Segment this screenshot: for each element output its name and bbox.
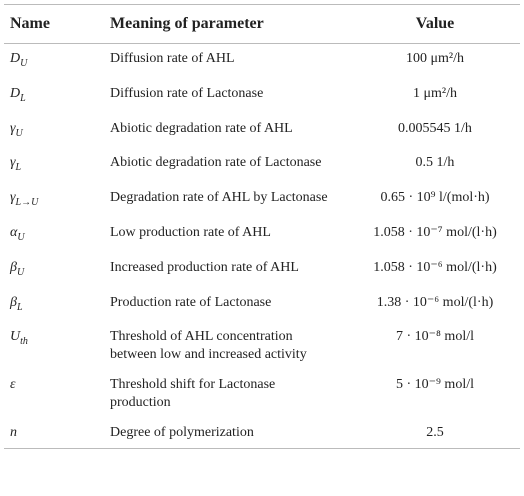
table-row: γL Abiotic degradation rate of Lactonase 0… xyxy=(4,148,520,183)
parameter-meaning: Degree of polymerization xyxy=(110,425,254,441)
subscript: L xyxy=(16,301,23,313)
subscript: L xyxy=(15,162,22,174)
subscript: L→U xyxy=(15,196,39,208)
symbol: β xyxy=(10,294,17,310)
parameter-name: ε xyxy=(4,370,104,418)
parameter-meaning: Increased production rate of AHL xyxy=(110,259,299,275)
parameter-value: 0.65 · 10⁹ l/(mol·h) xyxy=(380,190,490,206)
table-row: γL→U Degradation rate of AHL by Lactonase… xyxy=(4,183,520,218)
subscript: U xyxy=(17,231,25,243)
header-cell: Value xyxy=(415,15,455,32)
table-row: DU Diffusion rate of AHL 100 μm²/h xyxy=(4,44,520,79)
table-row: αU Low production rate of AHL 1.058 · 10⁻⁷… xyxy=(4,218,520,253)
table-header: Name Meaning of parameter Value xyxy=(4,4,520,44)
subscript: U xyxy=(16,266,25,278)
symbol: D xyxy=(10,51,21,66)
parameter-name: Uth xyxy=(4,322,104,370)
header-cell: Name xyxy=(10,15,50,32)
parameter-table: Name Meaning of parameter Value DU Diffus… xyxy=(4,4,520,449)
parameter-name: γU xyxy=(4,114,104,149)
page: Name Meaning of parameter Value DU Diffus… xyxy=(0,4,524,496)
symbol: γ xyxy=(10,155,16,171)
parameter-name: γL→U xyxy=(4,183,104,218)
parameter-value: 1.058 · 10⁻⁷ mol/(l·h) xyxy=(373,224,497,240)
parameter-meaning: Threshold shift for Lactonase production xyxy=(110,377,276,411)
header-row: Name Meaning of parameter Value xyxy=(4,4,520,44)
table-body: DU Diffusion rate of AHL 100 μm²/h DL Diffus… xyxy=(4,44,520,449)
header-cell: Meaning of parameter xyxy=(110,15,264,32)
parameter-meaning: Abiotic degradation rate of AHL xyxy=(110,120,293,136)
table-row: βU Increased production rate of AHL 1.058 … xyxy=(4,253,520,288)
subscript: th xyxy=(20,336,28,348)
symbol: γ xyxy=(10,190,16,206)
symbol: α xyxy=(10,224,18,240)
parameter-value: 0.5 1/h xyxy=(415,155,455,171)
parameter-name: βL xyxy=(4,288,104,323)
table-row: DL Diffusion rate of Lactonase 1 μm²/h xyxy=(4,79,520,114)
parameter-meaning: Threshold of AHL concentration between l… xyxy=(110,329,307,363)
parameter-value: 7 · 10⁻⁸ mol/l xyxy=(396,329,474,345)
parameter-name: αU xyxy=(4,218,104,253)
table-row: Uth Threshold of AHL concentration betwee… xyxy=(4,322,520,370)
symbol: β xyxy=(10,259,17,275)
subscript: U xyxy=(15,127,23,139)
subscript: U xyxy=(20,57,28,69)
parameter-name: n xyxy=(4,418,104,449)
parameter-meaning: Low production rate of AHL xyxy=(110,224,271,240)
parameter-value: 0.005545 1/h xyxy=(398,120,472,136)
parameter-name: γL xyxy=(4,148,104,183)
parameter-value: 1 μm²/h xyxy=(413,85,457,101)
table-row: n Degree of polymerization 2.5 xyxy=(4,418,520,449)
table-row: γU Abiotic degradation rate of AHL 0.00554… xyxy=(4,114,520,149)
parameter-meaning: Production rate of Lactonase xyxy=(110,294,272,310)
parameter-value: 1.058 · 10⁻⁶ mol/(l·h) xyxy=(373,259,497,275)
parameter-meaning: Abiotic degradation rate of Lactonase xyxy=(110,155,322,171)
parameter-name: DU xyxy=(4,44,104,79)
symbol: γ xyxy=(10,120,16,136)
table-row: ε Threshold shift for Lactonase productio… xyxy=(4,370,520,418)
parameter-meaning: Diffusion rate of AHL xyxy=(110,51,235,66)
parameter-name: βU xyxy=(4,253,104,288)
parameter-value: 2.5 xyxy=(426,425,444,441)
symbol: ε xyxy=(10,377,16,393)
parameter-name: DL xyxy=(4,79,104,114)
parameter-value: 1.38 · 10⁻⁶ mol/(l·h) xyxy=(376,294,494,310)
symbol: D xyxy=(10,85,21,101)
symbol: U xyxy=(10,329,21,345)
parameter-value: 100 μm²/h xyxy=(406,51,464,66)
table-row: βL Production rate of Lactonase 1.38 · 10⁻… xyxy=(4,288,520,323)
parameter-meaning: Degradation rate of AHL by Lactonase xyxy=(110,190,328,206)
subscript: L xyxy=(20,92,26,104)
symbol: n xyxy=(10,425,17,441)
parameter-value: 5 · 10⁻⁹ mol/l xyxy=(396,377,474,393)
parameter-meaning: Diffusion rate of Lactonase xyxy=(110,85,264,101)
